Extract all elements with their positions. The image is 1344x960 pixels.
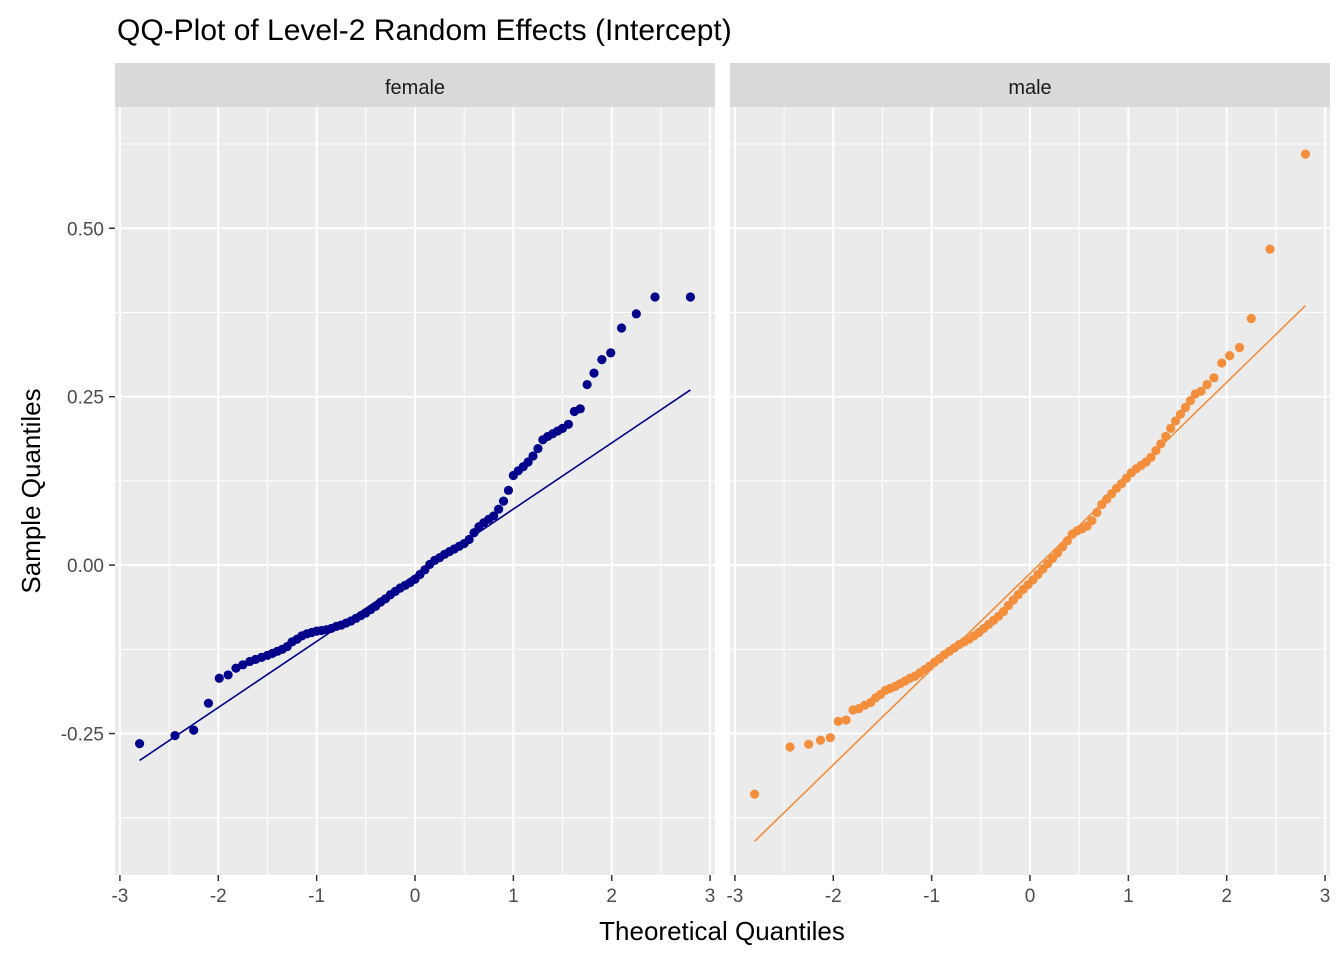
male-data-point <box>749 789 760 799</box>
male-data-point <box>1265 244 1275 254</box>
male-data-point <box>841 715 851 725</box>
male-data-point <box>1246 313 1256 324</box>
y-tick-label: 0.25 <box>67 388 104 409</box>
female-data-point <box>563 419 574 429</box>
female-data-point <box>231 663 241 673</box>
female-data-point <box>597 355 607 365</box>
female-data-point <box>582 379 592 390</box>
female-x-tick-label: 2 <box>606 886 617 907</box>
female-data-point <box>170 730 180 741</box>
male-x-tick-label: 3 <box>1320 886 1331 907</box>
male-data-point <box>1234 342 1245 353</box>
male-data-point <box>1151 445 1161 456</box>
male-data-point <box>1161 431 1171 442</box>
male-data-point <box>1196 386 1206 396</box>
strip-label-female: female <box>385 77 445 99</box>
male-data-point <box>1185 396 1195 406</box>
male-data-point <box>1146 452 1156 462</box>
male-x-tick-label: 0 <box>1025 886 1036 907</box>
female-data-point <box>616 323 627 333</box>
female-data-point <box>533 443 543 454</box>
female-data-point <box>575 404 585 414</box>
female-data-point <box>503 485 514 495</box>
strip-female <box>115 63 715 107</box>
female-x-tick-label: -1 <box>308 886 325 907</box>
female-data-point <box>589 368 599 378</box>
female-data-point <box>214 673 224 683</box>
grid-layer <box>115 107 1330 875</box>
female-data-point <box>498 496 509 506</box>
male-data-point <box>804 739 814 749</box>
strip-male <box>730 63 1330 107</box>
female-data-point <box>464 534 474 545</box>
male-x-tick-label: -1 <box>923 886 940 907</box>
female-data-point <box>189 725 199 735</box>
male-data-point <box>1180 402 1191 413</box>
male-data-point <box>833 716 843 727</box>
male-data-point <box>1175 409 1186 419</box>
male-data-point <box>1092 507 1102 518</box>
y-tick-label: -0.25 <box>61 725 104 746</box>
male-x-tick-label: 2 <box>1221 886 1232 907</box>
male-data-point <box>1170 416 1181 426</box>
female-x-tick-label: 1 <box>508 886 519 907</box>
male-data-point <box>1087 516 1097 526</box>
male-x-tick-label: 1 <box>1123 886 1134 907</box>
female-data-point <box>223 670 233 680</box>
male-data-point <box>1156 439 1166 449</box>
points-layer <box>134 149 1311 799</box>
male-data-point <box>1209 373 1219 383</box>
y-axis-title: Sample Quantiles <box>16 388 46 593</box>
male-data-point <box>1202 379 1212 390</box>
y-tick-label: 0.00 <box>67 556 104 577</box>
female-data-point <box>528 451 538 461</box>
female-data-point <box>203 698 214 708</box>
male-data-point <box>815 735 826 745</box>
male-x-tick-label: -3 <box>726 886 743 907</box>
female-x-tick-label: -3 <box>111 886 128 907</box>
male-data-point <box>1225 350 1235 361</box>
female-data-point <box>238 660 248 670</box>
male-data-point <box>1217 358 1227 368</box>
female-data-point <box>631 309 641 319</box>
male-data-point <box>1062 536 1072 546</box>
male-data-point <box>785 742 795 752</box>
axes-layer: -3 -2 -1 0 1 2 3 -3 -2 -1 0 1 2 3 -0.25 0.00 0.25 0.50 <box>61 219 1331 907</box>
female-data-point <box>494 504 504 514</box>
female-data-point <box>685 292 696 302</box>
female-x-tick-label: 0 <box>410 886 421 907</box>
female-data-point <box>650 292 660 302</box>
female-data-point <box>134 739 145 749</box>
male-data-point <box>1300 149 1311 159</box>
female-data-point <box>606 348 616 358</box>
y-tick-label: 0.50 <box>67 219 104 240</box>
strip-label-male: male <box>1008 77 1051 99</box>
male-reference-line <box>754 305 1306 842</box>
female-data-point <box>489 511 499 521</box>
male-data-point <box>825 732 835 743</box>
x-axis-title: Theoretical Quantiles <box>599 916 845 946</box>
male-data-point <box>1166 423 1176 433</box>
male-x-tick-label: -2 <box>825 886 842 907</box>
chart-title: QQ-Plot of Level-2 Random Effects (Inter… <box>117 14 732 47</box>
female-x-tick-label: 3 <box>705 886 716 907</box>
female-x-tick-label: -2 <box>210 886 227 907</box>
